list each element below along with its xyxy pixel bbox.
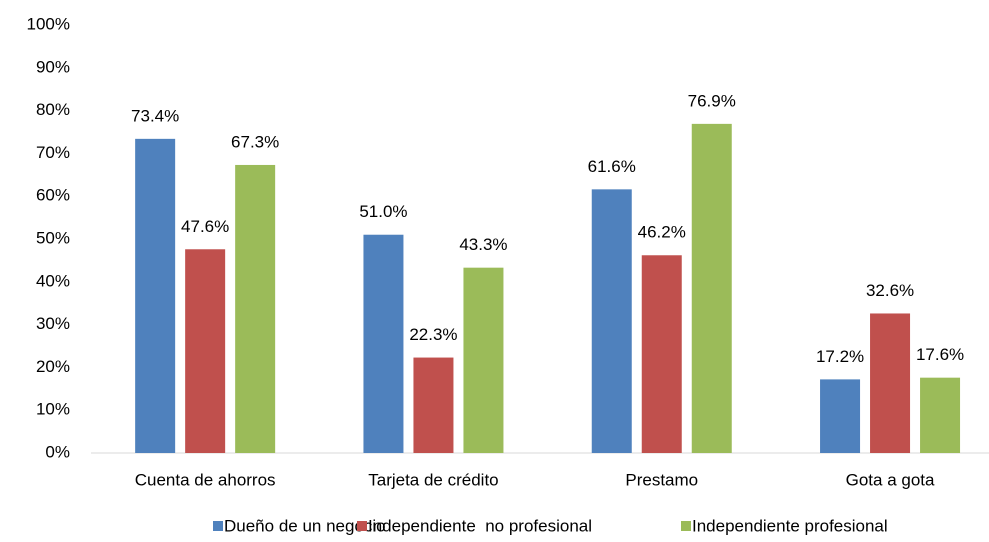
- y-tick-label: 90%: [36, 57, 70, 76]
- y-tick-label: 20%: [36, 357, 70, 376]
- value-label: 17.2%: [816, 347, 864, 366]
- value-label: 32.6%: [866, 281, 914, 300]
- value-label: 76.9%: [688, 91, 736, 110]
- bar: [413, 357, 454, 453]
- legend-label: Dueño de un negocio: [224, 516, 386, 535]
- value-label: 22.3%: [409, 325, 457, 344]
- bar: [185, 249, 226, 453]
- legend-swatch: [357, 521, 367, 531]
- bar: [363, 234, 404, 453]
- value-label: 46.2%: [638, 223, 686, 242]
- value-label: 61.6%: [588, 157, 636, 176]
- legend-swatch: [681, 521, 691, 531]
- bar: [235, 164, 276, 453]
- y-tick-label: 60%: [36, 186, 70, 205]
- value-label: 73.4%: [131, 106, 179, 125]
- legend-label: Independiente profesional: [692, 516, 888, 535]
- x-tick-label: Prestamo: [625, 470, 698, 489]
- bar: [820, 379, 861, 453]
- y-tick-label: 0%: [45, 442, 70, 461]
- y-tick-label: 50%: [36, 228, 70, 247]
- x-tick-label: Cuenta de ahorros: [135, 470, 276, 489]
- value-label: 47.6%: [181, 217, 229, 236]
- x-tick-label: Tarjeta de crédito: [368, 470, 498, 489]
- bar: [920, 377, 961, 453]
- y-tick-label: 40%: [36, 271, 70, 290]
- bar: [691, 123, 732, 454]
- y-tick-label: 80%: [36, 100, 70, 119]
- y-tick-label: 70%: [36, 143, 70, 162]
- value-label: 17.6%: [916, 345, 964, 364]
- bar: [641, 255, 682, 453]
- value-label: 51.0%: [359, 202, 407, 221]
- bar: [870, 313, 911, 453]
- bar: [135, 138, 176, 453]
- y-tick-label: 10%: [36, 400, 70, 419]
- x-tick-label: Gota a gota: [846, 470, 935, 489]
- value-label: 43.3%: [459, 235, 507, 254]
- bar: [463, 267, 504, 453]
- bar: [591, 189, 632, 454]
- value-label: 67.3%: [231, 132, 279, 151]
- y-tick-label: 100%: [27, 14, 70, 33]
- y-tick-label: 30%: [36, 314, 70, 333]
- legend-swatch: [213, 521, 223, 531]
- legend-label: Independiente no profesional: [368, 516, 592, 535]
